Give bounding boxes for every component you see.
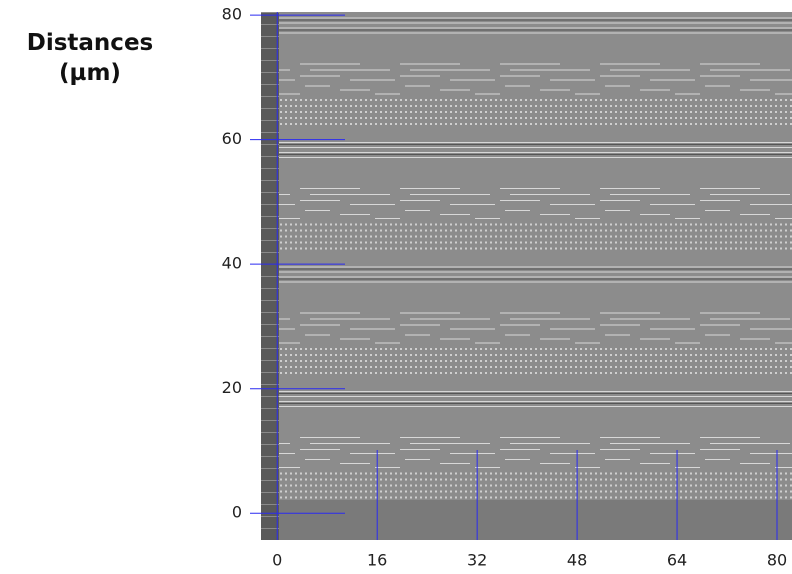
x-tick-label: 80 [767, 551, 787, 570]
x-tick-label: 16 [367, 551, 387, 570]
y-tick-label: 80 [222, 5, 242, 24]
micrograph [261, 12, 792, 540]
x-tick-label: 32 [467, 551, 487, 570]
micrograph-base [279, 500, 792, 540]
y-axis-label: Distances (µm) [26, 30, 154, 86]
x-tick-label: 64 [667, 551, 687, 570]
y-tick-label: 40 [222, 254, 242, 273]
x-tick-label: 48 [567, 551, 587, 570]
y-tick-label: 60 [222, 129, 242, 148]
micrograph-edge [261, 12, 279, 540]
y-tick-label: 0 [232, 503, 242, 522]
x-tick-label: 0 [272, 551, 282, 570]
y-tick-label: 20 [222, 378, 242, 397]
